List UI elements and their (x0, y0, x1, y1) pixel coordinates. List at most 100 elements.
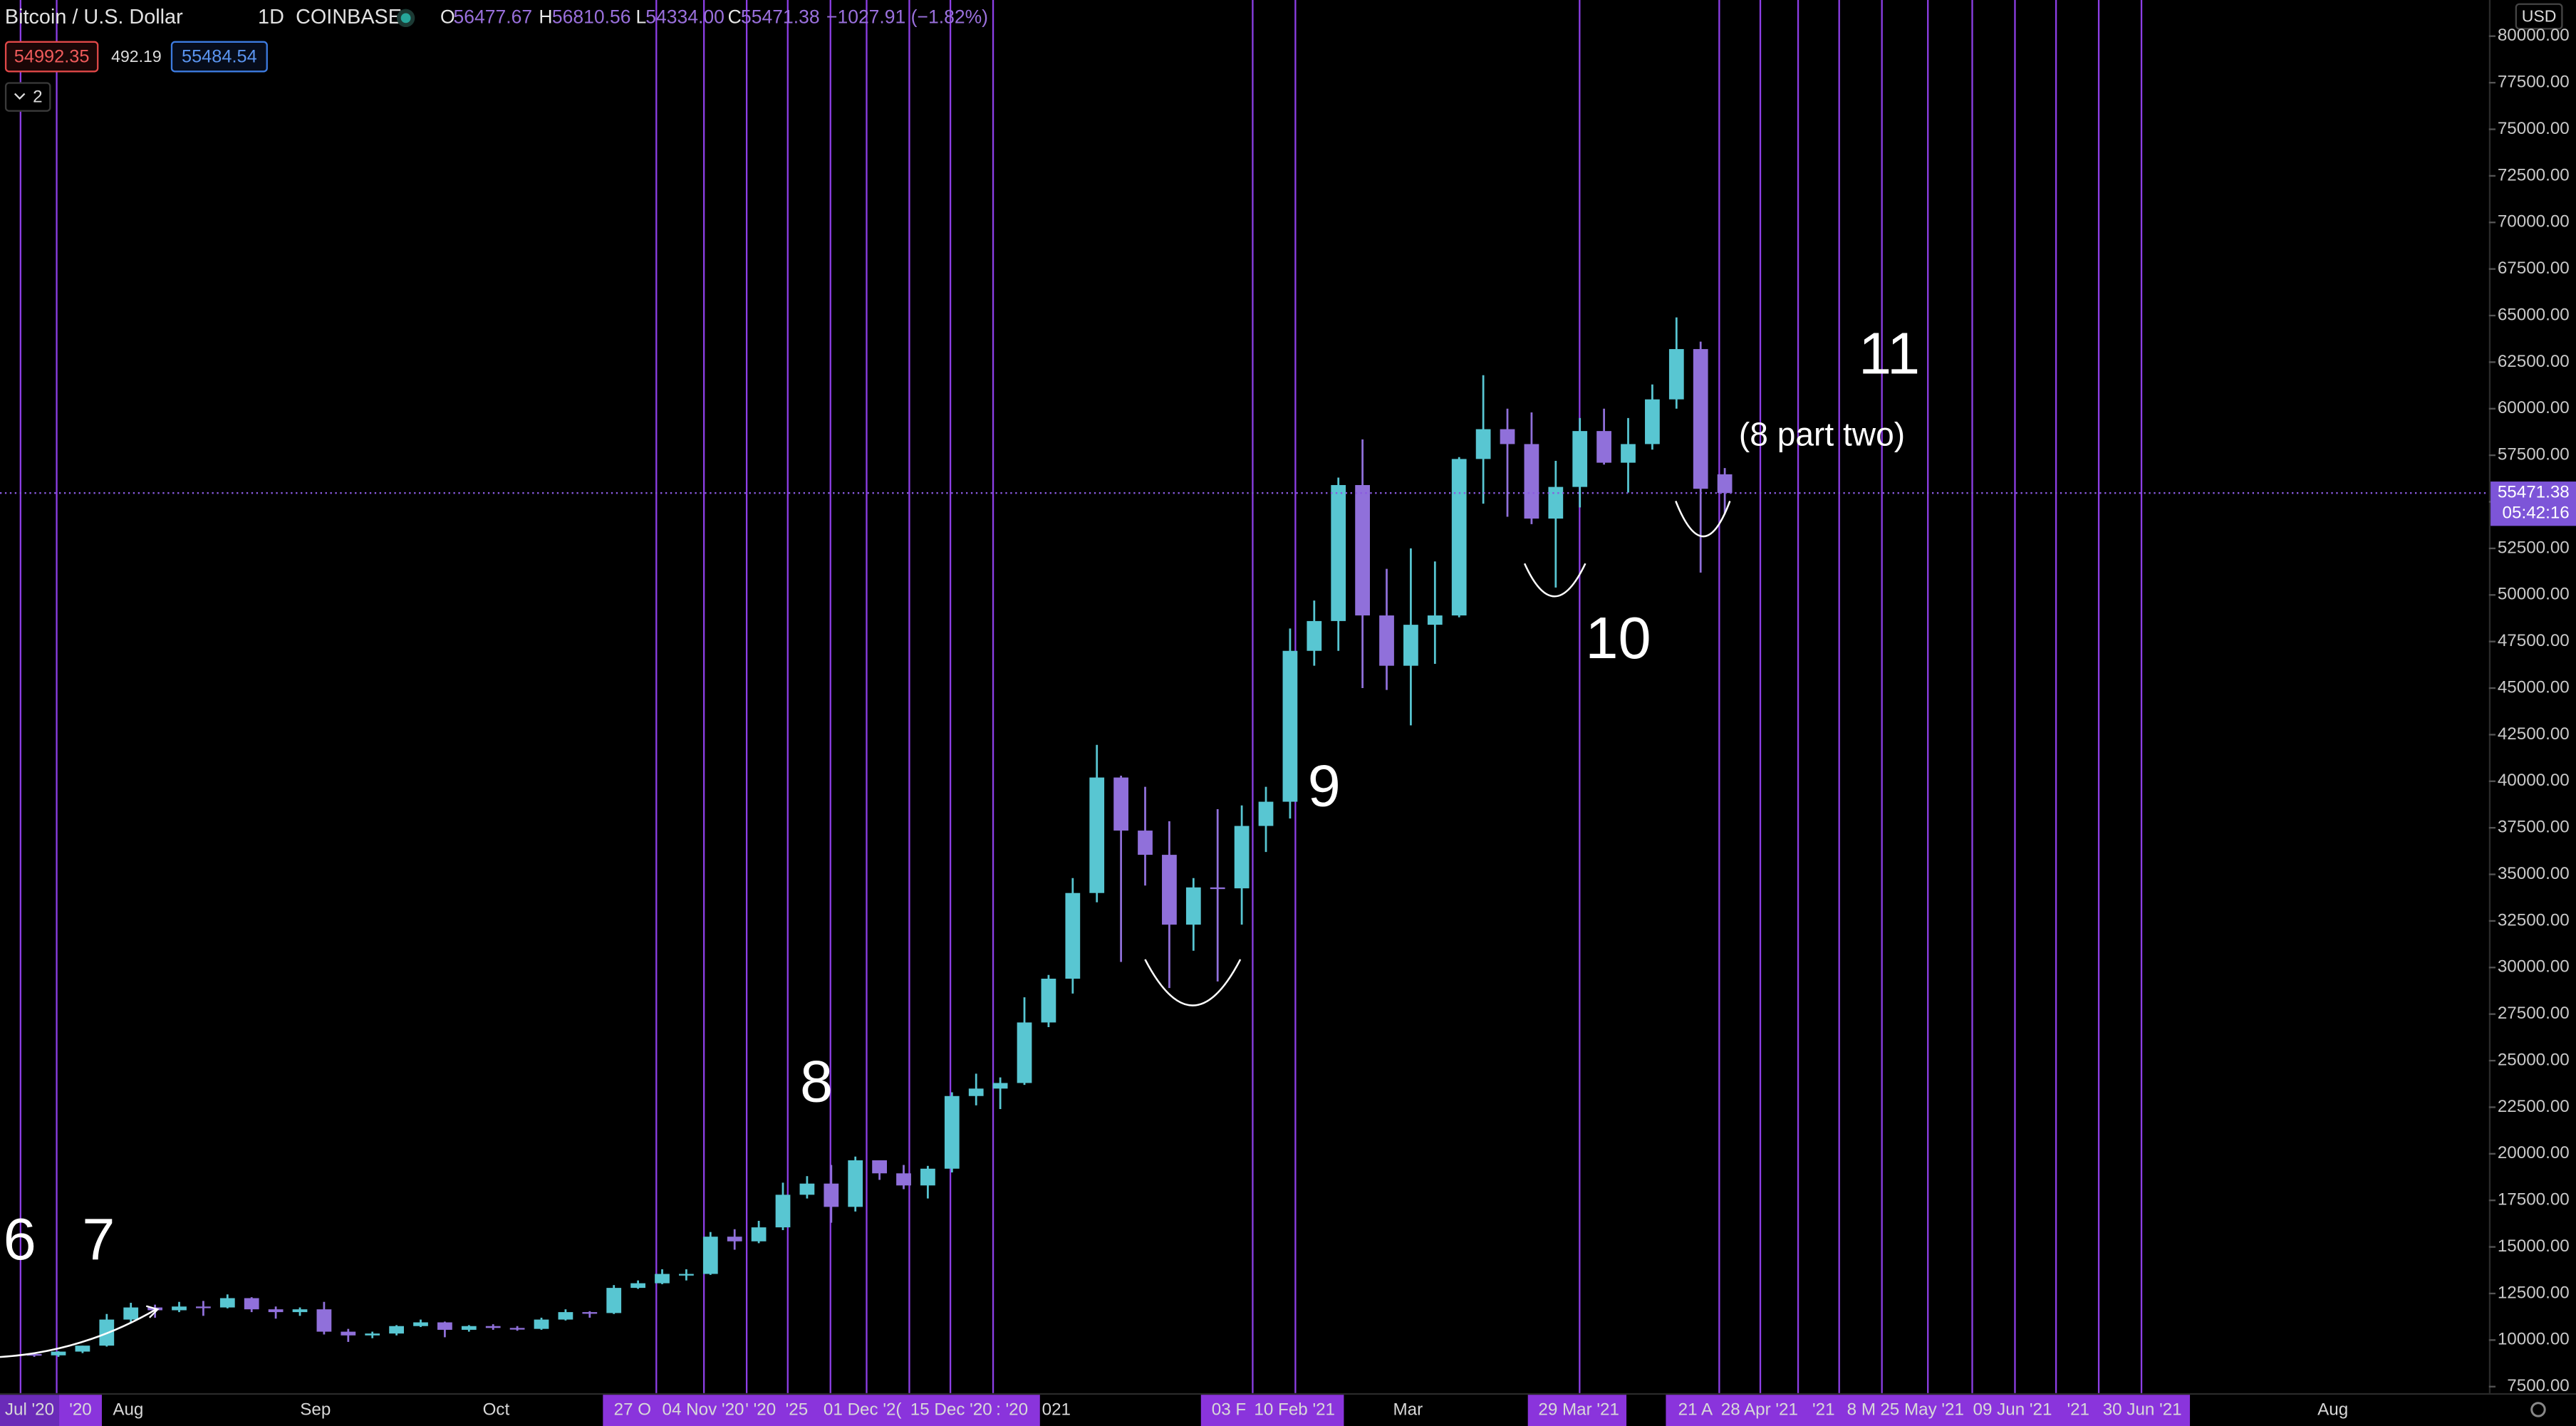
candle-body (1403, 625, 1418, 666)
buy-price[interactable]: 55484.54 (182, 46, 257, 66)
candle-body (389, 1326, 404, 1334)
x-tick-label: 30 Jun '21 (2103, 1400, 2182, 1419)
candle-body (123, 1307, 139, 1320)
high-value: 56810.56 (552, 6, 631, 27)
candle-body (1427, 615, 1443, 625)
candle-body (1017, 1022, 1032, 1083)
candle-body (968, 1088, 984, 1096)
candle-body (872, 1160, 887, 1174)
x-tick-label: Jul '20 (5, 1400, 54, 1419)
candle-body (944, 1095, 960, 1169)
y-tick-label: 67500.00 (2498, 259, 2570, 278)
candle-body (582, 1312, 598, 1314)
x-tick-label: Aug (2317, 1400, 2348, 1419)
x-tick-label: '21 (2067, 1400, 2089, 1419)
candle-body (1475, 429, 1491, 459)
currency-box[interactable] (2515, 3, 2563, 30)
annotation: 9 (1308, 752, 1341, 818)
x-tick-label: 09 Jun '21 (1973, 1400, 2052, 1419)
x-tick-label: ' '20 (745, 1400, 776, 1419)
y-tick-label: 32500.00 (2498, 910, 2570, 930)
y-tick-label: 37500.00 (2498, 818, 2570, 837)
candle-body (292, 1309, 308, 1313)
y-tick-label: 45000.00 (2498, 677, 2570, 697)
sell-price[interactable]: 54992.35 (14, 46, 90, 66)
date-range-highlight (0, 1395, 60, 1426)
y-tick-label: 80000.00 (2498, 26, 2570, 45)
candle-body (534, 1319, 549, 1329)
x-tick-label: Mar (1393, 1400, 1423, 1419)
candle-body (1331, 484, 1346, 621)
indicator-toggle[interactable] (4, 82, 51, 112)
x-tick-label: '20 (69, 1400, 92, 1419)
candle-body (1524, 444, 1539, 519)
sell-button[interactable] (4, 41, 99, 73)
settings-icon[interactable] (2530, 1402, 2546, 1417)
x-tick-label: '21 (1812, 1400, 1835, 1419)
candle-body (1089, 777, 1105, 893)
interval[interactable]: 1D (258, 6, 284, 28)
x-tick-label: 021 (1042, 1400, 1071, 1419)
plot-area (0, 0, 2489, 1393)
candle-body (26, 1353, 42, 1356)
y-tick-label: 10000.00 (2498, 1330, 2570, 1349)
candle-body (1282, 650, 1298, 802)
x-tick-label: Sep (300, 1400, 331, 1419)
x-tick-label: Aug (113, 1400, 143, 1419)
annotation: 10 (1585, 605, 1651, 671)
y-tick-label: 7500.00 (2507, 1376, 2569, 1395)
candle-body (920, 1168, 935, 1186)
candle-body (461, 1326, 477, 1330)
symbol[interactable]: Bitcoin / U.S. Dollar (5, 6, 183, 28)
candle-body (1717, 474, 1733, 494)
candle-body (992, 1083, 1008, 1089)
x-tick-label: 25 May '21 (1880, 1400, 1964, 1419)
candle-body (437, 1322, 452, 1330)
countdown: 05:42:16 (2503, 503, 2570, 522)
y-tick-label: 27500.00 (2498, 1004, 2570, 1023)
low-value: 54334.00 (645, 6, 724, 27)
candle-body (1258, 801, 1274, 826)
y-tick-label: 72500.00 (2498, 165, 2570, 184)
y-tick-label: 57500.00 (2498, 445, 2570, 464)
candle-body (75, 1346, 90, 1352)
candle-body (413, 1322, 428, 1326)
y-tick-label: 42500.00 (2498, 724, 2570, 744)
hand-drawn-curve (1144, 959, 1242, 1006)
open-value: 56477.67 (453, 6, 532, 27)
x-tick-label: 27 O (614, 1400, 651, 1419)
y-tick-label: 52500.00 (2498, 538, 2570, 557)
candle-body (1041, 979, 1056, 1023)
candle-body (196, 1306, 211, 1308)
candle-body (1355, 484, 1370, 616)
candle-body (1113, 777, 1128, 831)
y-tick-label: 40000.00 (2498, 771, 2570, 790)
y-tick-label: 22500.00 (2498, 1097, 2570, 1116)
candle-body (655, 1274, 670, 1284)
spread: 492.19 (111, 47, 161, 66)
currency[interactable]: USD (2522, 6, 2557, 25)
candle-body (1548, 486, 1564, 519)
annotation: 11 (1859, 321, 1920, 387)
arrow-head (145, 1305, 160, 1318)
candle-body (1234, 826, 1250, 889)
chevron-icon (14, 93, 26, 100)
candle-body (316, 1309, 332, 1332)
x-tick-label: 15 Dec '20 (910, 1400, 992, 1419)
high-label: H (539, 6, 552, 27)
indicator-count[interactable]: 2 (33, 88, 42, 107)
buy-button[interactable] (170, 41, 268, 73)
y-tick-label: 47500.00 (2498, 631, 2570, 650)
candle-body (751, 1227, 767, 1242)
candle-body (1379, 615, 1394, 666)
candle-body (1185, 887, 1201, 925)
candle-body (268, 1309, 284, 1313)
x-tick-label: 10 Feb '21 (1254, 1400, 1335, 1419)
y-tick-label: 70000.00 (2498, 212, 2570, 231)
hand-drawn-curve (0, 1308, 157, 1358)
candle-body (1065, 892, 1081, 979)
candle-body (1162, 855, 1177, 925)
candle-body (485, 1326, 501, 1328)
candle-body (509, 1328, 525, 1330)
